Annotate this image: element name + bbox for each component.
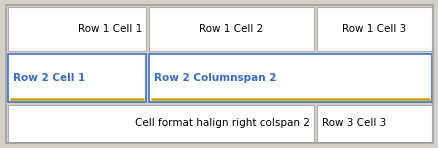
Text: Row 3 Cell 3: Row 3 Cell 3 — [321, 118, 385, 128]
Text: Row 2 Columnspan 2: Row 2 Columnspan 2 — [154, 73, 276, 83]
Text: Row 2 Cell 1: Row 2 Cell 1 — [13, 73, 85, 83]
Text: Row 1 Cell 3: Row 1 Cell 3 — [341, 24, 406, 34]
Text: Cell format halign right colspan 2: Cell format halign right colspan 2 — [135, 118, 309, 128]
Text: Row 1 Cell 2: Row 1 Cell 2 — [198, 24, 263, 34]
Text: Row 1 Cell 1: Row 1 Cell 1 — [78, 24, 142, 34]
